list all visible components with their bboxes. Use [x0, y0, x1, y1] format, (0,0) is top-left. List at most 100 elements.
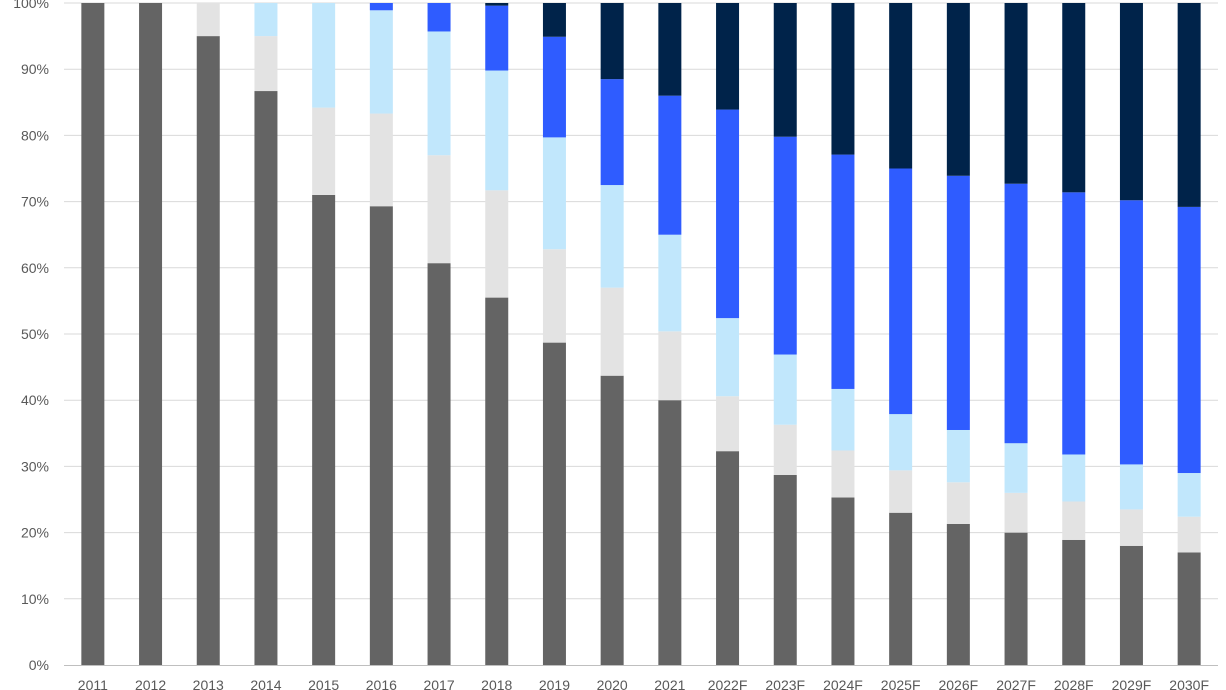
bar-segment-series-2-2028F — [1062, 501, 1086, 540]
y-tick-label: 30% — [21, 458, 49, 474]
bar-segment-series-3-2026F — [946, 429, 970, 483]
bar-segment-series-1-2023F — [773, 475, 797, 665]
bar-segment-series-2-2026F — [946, 482, 970, 524]
bar-segment-series-3-2017 — [427, 31, 451, 156]
bar-segment-series-1-2020 — [600, 375, 624, 665]
bar-segment-series-3-2022F — [716, 318, 740, 397]
bar-segment-series-3-2016 — [369, 10, 393, 114]
bar-segment-series-2-2013 — [196, 3, 220, 37]
bar-segment-series-1-2022F — [716, 451, 740, 665]
bar-segment-series-3-2015 — [312, 3, 336, 108]
y-tick-label: 10% — [21, 591, 49, 607]
bar-segment-series-2-2025F — [889, 470, 913, 513]
bar-segment-series-4-2017 — [427, 3, 451, 32]
bar-segment-series-1-2011 — [81, 3, 105, 665]
bar-segment-series-3-2018 — [485, 70, 509, 191]
gridlines — [64, 2, 1218, 600]
bar-segment-series-1-2016 — [369, 206, 393, 665]
y-tick-label: 90% — [21, 61, 49, 77]
bar-segment-series-4-2019 — [542, 36, 566, 138]
bar-segment-series-4-2026F — [946, 175, 970, 430]
x-tick-label: 2021 — [654, 677, 685, 690]
bar-segment-series-2-2030F — [1177, 516, 1201, 553]
bar-segment-series-2-2024F — [831, 450, 855, 498]
x-tick-label: 2019 — [539, 677, 570, 690]
bar-segment-series-5-2022F — [716, 3, 740, 110]
y-tick-label: 100% — [13, 0, 49, 11]
bar-segment-series-4-2016 — [369, 3, 393, 11]
bar-segment-series-3-2030F — [1177, 473, 1201, 517]
bar-segment-series-1-2012 — [139, 3, 163, 665]
bar-segment-series-1-2015 — [312, 194, 336, 666]
bar-segment-series-1-2014 — [254, 91, 278, 665]
bar-segment-series-1-2021 — [658, 400, 682, 665]
bar-segment-series-3-2028F — [1062, 454, 1086, 502]
bar-segment-series-4-2018 — [485, 5, 509, 71]
x-tick-label: 2024F — [823, 677, 863, 690]
bar-segment-series-2-2027F — [1004, 492, 1028, 533]
bar-segment-series-4-2027F — [1004, 183, 1028, 444]
x-tick-label: 2011 — [78, 677, 108, 690]
bar-segment-series-3-2019 — [542, 137, 566, 250]
x-tick-label: 2014 — [250, 677, 281, 690]
x-tick-label: 2012 — [135, 677, 166, 690]
bar-segment-series-1-2025F — [889, 512, 913, 665]
x-tick-label: 2023F — [765, 677, 805, 690]
bar-segment-series-2-2016 — [369, 113, 393, 207]
bar-segment-series-4-2030F — [1177, 206, 1201, 474]
bar-segment-series-1-2026F — [946, 523, 970, 665]
x-tick-label: 2016 — [366, 677, 397, 690]
x-tick-label: 2028F — [1054, 677, 1094, 690]
bar-segment-series-2-2020 — [600, 287, 624, 376]
bar-segment-series-4-2025F — [889, 168, 913, 415]
bar-segment-series-1-2024F — [831, 497, 855, 665]
x-tick-label: 2015 — [308, 677, 339, 690]
bar-segment-series-5-2027F — [1004, 3, 1028, 184]
bar-segment-series-3-2024F — [831, 388, 855, 451]
bar-segment-series-2-2023F — [773, 424, 797, 476]
bar-segment-series-5-2029F — [1119, 3, 1143, 201]
x-tick-label: 2030F — [1169, 677, 1209, 690]
bar-segment-series-2-2021 — [658, 331, 682, 401]
bar-segment-series-2-2015 — [312, 107, 336, 195]
bar-segment-series-5-2026F — [946, 3, 970, 176]
y-tick-label: 80% — [21, 127, 49, 143]
bar-segment-series-1-2018 — [485, 297, 509, 665]
y-tick-label: 70% — [21, 194, 49, 210]
bar-segment-series-3-2029F — [1119, 464, 1143, 510]
bar-segment-series-4-2029F — [1119, 200, 1143, 465]
x-tick-label: 2025F — [881, 677, 921, 690]
bar-segment-series-4-2022F — [716, 109, 740, 319]
bar-segment-series-5-2024F — [831, 3, 855, 155]
x-tick-label: 2026F — [938, 677, 978, 690]
bar-segment-series-3-2020 — [600, 185, 624, 288]
bar-segment-series-5-2025F — [889, 3, 913, 169]
x-tick-label: 2018 — [481, 677, 512, 690]
bar-segment-series-4-2024F — [831, 154, 855, 389]
bar-segment-series-5-2018 — [485, 3, 509, 6]
bar-segment-series-2-2022F — [716, 396, 740, 452]
y-axis-tick-labels: 0% 10% 20% 30% 40% 50% 60% 70% 80% 90% 100% — [13, 0, 49, 673]
bar-segment-series-3-2023F — [773, 354, 797, 425]
bar-segment-series-4-2023F — [773, 136, 797, 355]
y-tick-label: 60% — [21, 260, 49, 276]
bar-segment-series-4-2028F — [1062, 192, 1086, 455]
y-tick-label: 40% — [21, 392, 49, 408]
bar-segment-series-3-2025F — [889, 414, 913, 471]
bar-segment-series-5-2021 — [658, 3, 682, 96]
bar-segment-series-5-2030F — [1177, 3, 1201, 207]
bar-segment-series-2-2029F — [1119, 509, 1143, 546]
bar-segment-series-1-2019 — [542, 342, 566, 665]
bar-segment-series-4-2020 — [600, 79, 624, 186]
bars — [81, 3, 1201, 666]
bar-segment-series-5-2028F — [1062, 3, 1086, 193]
y-tick-label: 0% — [29, 657, 49, 673]
bar-segment-series-5-2019 — [542, 3, 566, 37]
bar-segment-series-5-2023F — [773, 3, 797, 137]
bar-segment-series-4-2021 — [658, 95, 682, 235]
bar-segment-series-1-2017 — [427, 263, 451, 665]
bar-segment-series-1-2030F — [1177, 552, 1201, 665]
bar-segment-series-1-2029F — [1119, 545, 1143, 665]
